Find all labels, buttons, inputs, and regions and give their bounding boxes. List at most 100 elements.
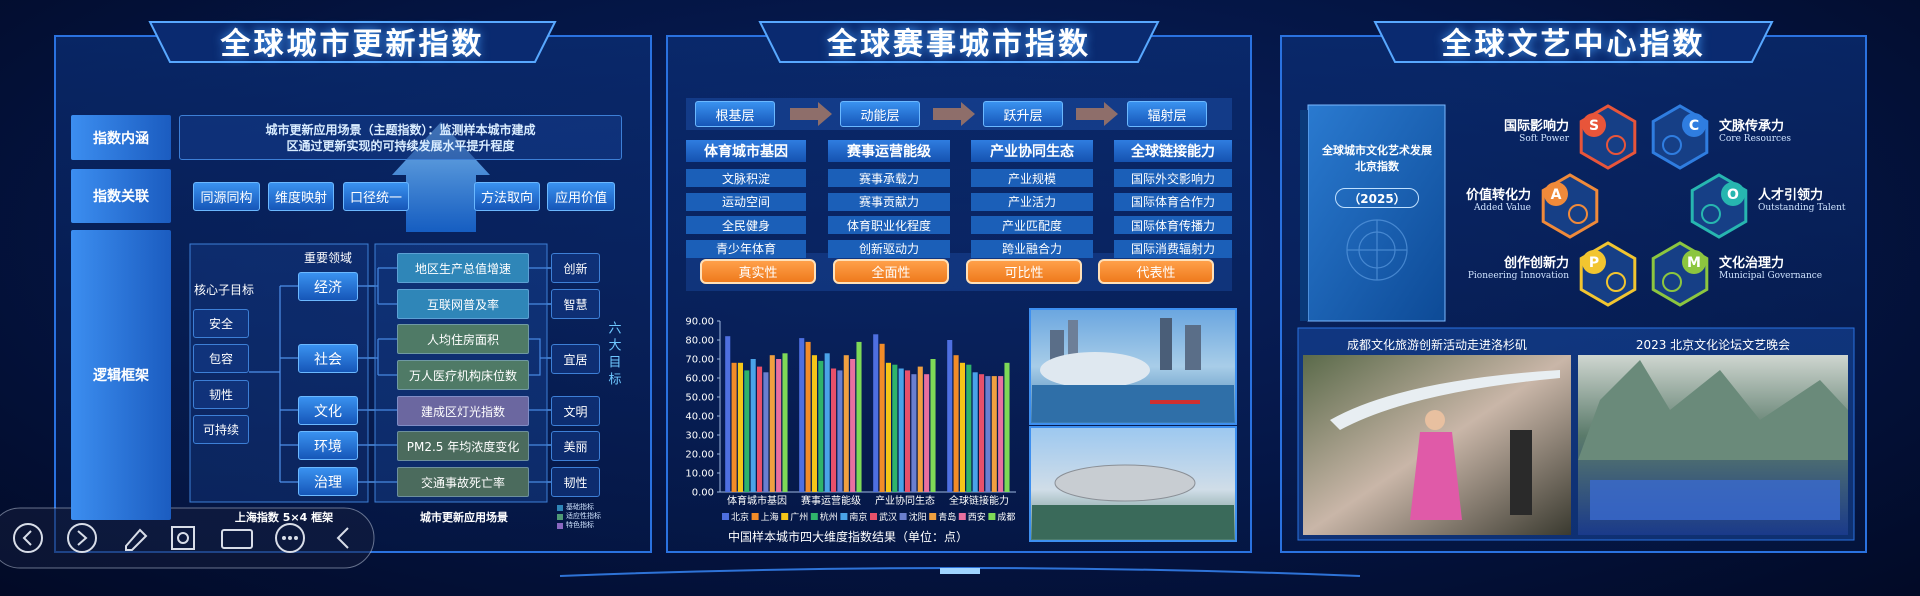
panel-title: 全球文艺中心指数 — [1441, 27, 1706, 62]
title-plates — [148, 21, 1774, 63]
legend-swatch — [751, 513, 759, 520]
layer: 根基层 — [695, 101, 775, 127]
icon — [1568, 204, 1588, 224]
legend-label: 特色指标 — [566, 521, 594, 529]
y-tick-label: 80.00 — [685, 336, 714, 347]
icon — [1662, 272, 1682, 292]
bar — [818, 360, 824, 492]
dimension-header: 全球链接能力 — [1114, 140, 1232, 162]
core-goal-title: 核心子目标 — [194, 282, 255, 297]
bar — [985, 376, 991, 492]
bar — [805, 341, 811, 492]
icon — [1662, 135, 1682, 155]
dimension-item: 运动空间 — [686, 192, 806, 211]
relation-button: 同源同构 — [193, 182, 260, 211]
pen-button[interactable] — [125, 528, 148, 551]
y-tick-label: 50.00 — [685, 393, 714, 404]
bar — [763, 372, 769, 492]
legend-label: 成都 — [997, 511, 1015, 523]
dimension-name: 文脉传承力 — [1719, 118, 1785, 134]
letter-badge — [1682, 250, 1706, 274]
chart-title: 中国样本城市四大维度指数结果（单位：点） — [728, 529, 968, 544]
dimension-header: 赛事运营能级 — [828, 140, 950, 162]
core-goal: 安全 — [193, 309, 249, 338]
prev-button[interactable] — [13, 523, 43, 553]
collapse-button[interactable] — [336, 527, 349, 549]
letter: A — [1551, 187, 1562, 203]
bar — [947, 340, 953, 492]
x-tick-label: 全球链接能力 — [949, 494, 1009, 507]
indicator: PM2.5 年均浓度变化 — [397, 431, 529, 461]
bar — [998, 376, 1004, 492]
letter-badge — [1544, 182, 1568, 206]
bar — [905, 370, 911, 492]
bar — [731, 362, 737, 492]
bar — [924, 374, 930, 492]
book-title: 北京指数 — [1355, 160, 1399, 173]
legend-swatch — [557, 514, 563, 520]
screen-button[interactable] — [221, 529, 253, 549]
relation-button: 方法取向 — [474, 182, 540, 211]
bar — [879, 343, 885, 492]
domain: 社会 — [298, 344, 358, 373]
letter: C — [1689, 118, 1699, 134]
panel-title: 全球赛事城市指数 — [827, 27, 1091, 62]
legend-swatch — [988, 513, 996, 520]
bar — [831, 368, 837, 492]
letter: S — [1589, 118, 1599, 134]
bar — [811, 355, 817, 492]
bar — [885, 362, 891, 492]
bar — [930, 359, 936, 492]
legend-swatch — [870, 513, 877, 520]
goal: 文明 — [551, 396, 600, 426]
legend-swatch — [899, 513, 907, 520]
layer: 辐射层 — [1127, 101, 1207, 127]
domain: 经济 — [298, 272, 358, 301]
principle: 全面性 — [833, 259, 949, 284]
dimension-item: 文脉积淀 — [686, 169, 806, 187]
bottom-glow-center — [940, 568, 980, 574]
bar — [769, 355, 775, 492]
y-tick-label: 20.00 — [685, 450, 714, 461]
more-button[interactable] — [275, 523, 305, 553]
bar — [991, 376, 997, 492]
hex-diagram: S C A O P M — [1541, 104, 1748, 307]
title-plate — [1373, 21, 1774, 63]
dimension-item: 产业活力 — [971, 192, 1093, 211]
dimension-item: 产业匹配度 — [971, 216, 1093, 234]
legend-label: 南京 — [849, 511, 867, 523]
y-tick-label: 40.00 — [685, 412, 714, 423]
title-plate — [758, 21, 1160, 63]
y-tick-label: 90.00 — [685, 317, 714, 328]
legend-label: 北京 — [731, 511, 749, 523]
legend-swatch — [722, 513, 729, 520]
core-goal: 韧性 — [193, 380, 249, 409]
goal: 智慧 — [551, 289, 600, 319]
intro-text: 城市更新应用场景（主题指数）：监测样本城市建成区通过更新实现的可持续发展水平提升… — [179, 115, 622, 160]
bar — [1004, 362, 1010, 492]
legend-label: 武汉 — [879, 511, 897, 523]
book-cover — [1307, 104, 1446, 322]
core-goal: 可持续 — [193, 415, 249, 444]
toolbar — [0, 507, 375, 569]
play-button[interactable] — [67, 523, 97, 553]
dimension-item: 国际消费辐射力 — [1114, 239, 1232, 258]
bar — [776, 359, 782, 492]
bar — [850, 359, 856, 492]
dimension-english: Outstanding Talent — [1758, 203, 1846, 213]
legend-swatch — [810, 513, 818, 520]
bar — [725, 336, 731, 492]
bar — [898, 368, 904, 492]
bar — [757, 366, 763, 492]
bar — [843, 355, 849, 492]
row-label: 指数关联 — [71, 169, 171, 223]
legend-label: 青岛 — [938, 511, 956, 523]
bar — [750, 359, 756, 492]
dimension-item: 国际体育传播力 — [1114, 216, 1232, 234]
x-tick-label: 赛事运营能级 — [801, 494, 861, 507]
letter-badge — [1582, 250, 1606, 274]
capture-button[interactable] — [171, 526, 195, 550]
dimension-item: 国际外交影响力 — [1114, 169, 1232, 187]
goal: 美丽 — [551, 431, 600, 461]
bar — [799, 338, 805, 492]
